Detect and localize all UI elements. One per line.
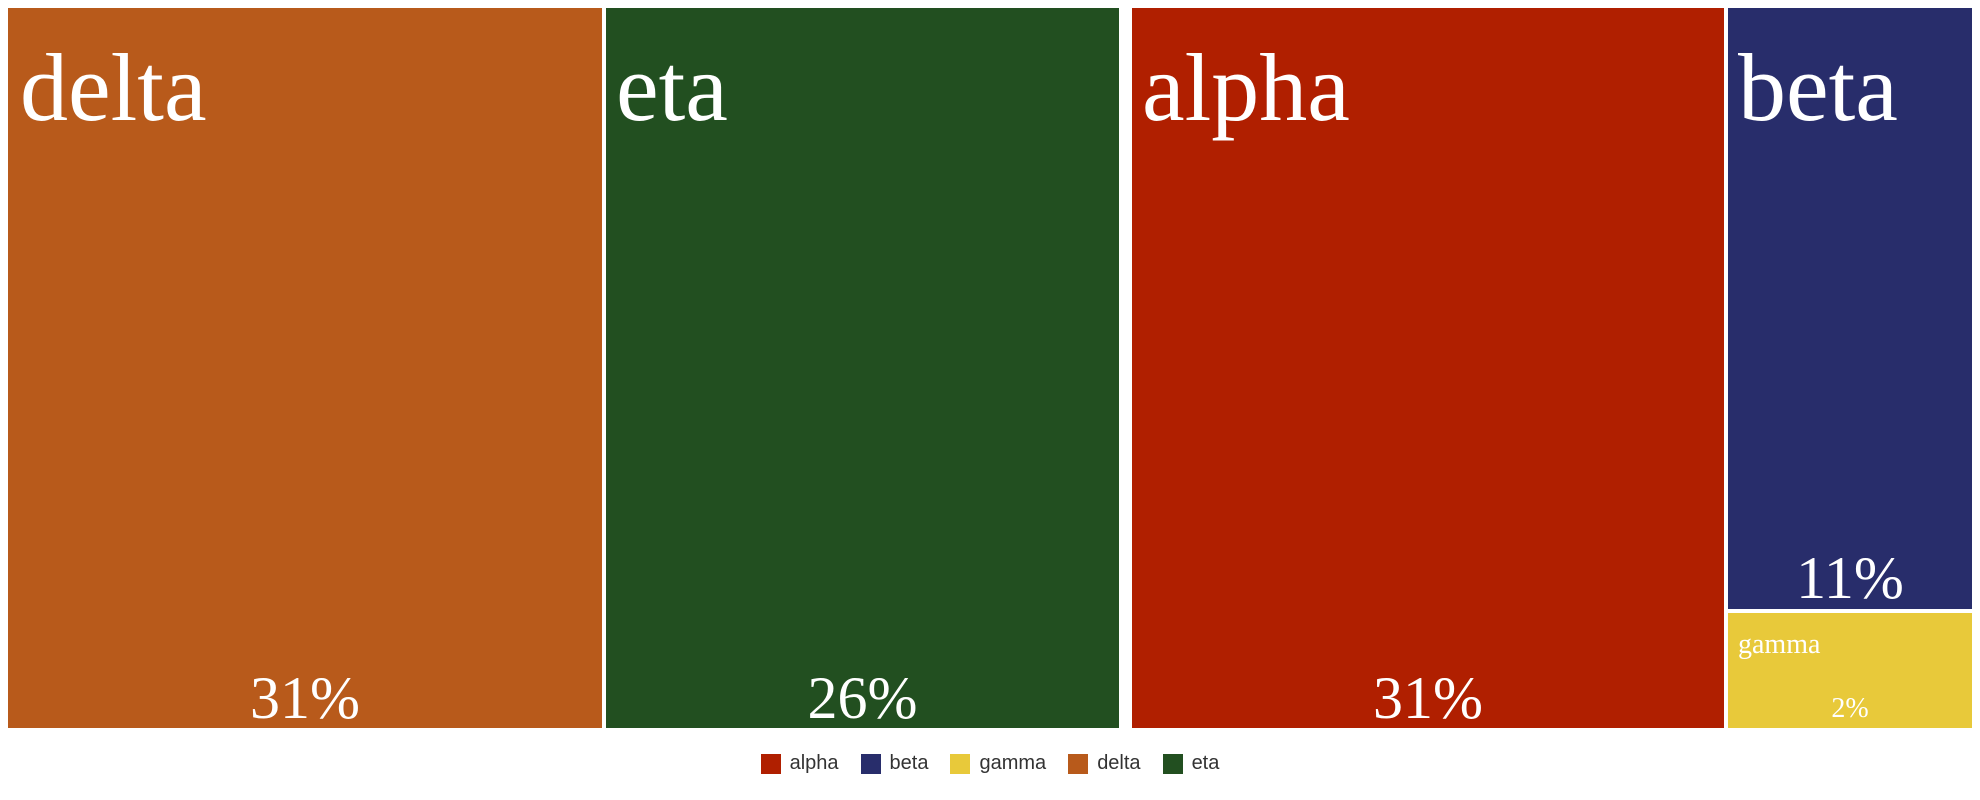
tile-percent-delta: 31% xyxy=(250,665,360,731)
tile-gamma[interactable] xyxy=(1728,613,1972,728)
treemap-tiles: delta 31% eta 26% alpha 31% beta 11% gamma 2% xyxy=(8,8,1972,731)
legend-swatch-alpha xyxy=(760,753,781,774)
legend-item-delta[interactable]: delta xyxy=(1068,752,1141,775)
tile-percent-gamma: 2% xyxy=(1831,693,1868,724)
legend-item-gamma[interactable]: gamma xyxy=(950,752,1046,775)
legend-item-beta[interactable]: beta xyxy=(860,752,929,775)
tile-label-eta: eta xyxy=(616,34,728,141)
tile-label-gamma: gamma xyxy=(1738,629,1821,660)
tile-beta[interactable] xyxy=(1728,8,1972,609)
legend-swatch-beta xyxy=(860,753,881,774)
legend-swatch-delta xyxy=(1068,753,1089,774)
tile-percent-alpha: 31% xyxy=(1373,665,1483,731)
tile-percent-beta: 11% xyxy=(1796,545,1904,611)
tile-delta[interactable] xyxy=(8,8,602,728)
legend-item-alpha[interactable]: alpha xyxy=(760,752,839,775)
legend-label-alpha: alpha xyxy=(789,752,839,774)
legend-swatch-eta xyxy=(1162,753,1183,774)
tile-alpha[interactable] xyxy=(1132,8,1724,728)
legend-label-beta: beta xyxy=(889,752,929,774)
legend-label-gamma: gamma xyxy=(979,752,1047,774)
tile-eta[interactable] xyxy=(606,8,1119,728)
tile-percent-eta: 26% xyxy=(808,665,918,731)
tile-label-alpha: alpha xyxy=(1142,34,1350,141)
chart-legend: alpha beta gamma delta eta xyxy=(0,752,1980,775)
legend-label-eta: eta xyxy=(1191,752,1220,774)
legend-label-delta: delta xyxy=(1097,752,1141,774)
legend-item-eta[interactable]: eta xyxy=(1162,752,1220,775)
tile-label-beta: beta xyxy=(1738,34,1898,141)
tile-label-delta: delta xyxy=(20,34,207,141)
legend-swatch-gamma xyxy=(950,753,971,774)
